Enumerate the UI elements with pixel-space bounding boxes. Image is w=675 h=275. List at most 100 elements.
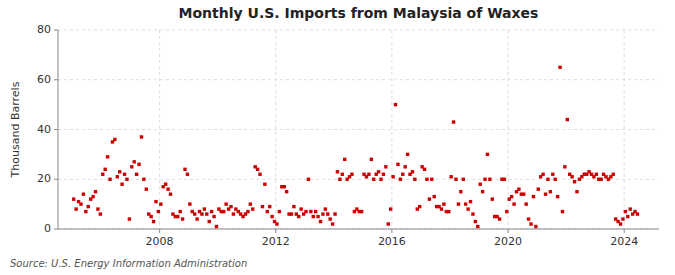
point xyxy=(316,215,319,218)
point xyxy=(120,183,123,186)
point xyxy=(522,192,525,195)
point xyxy=(186,173,189,176)
point xyxy=(229,205,232,208)
point xyxy=(181,217,184,220)
point xyxy=(367,173,370,176)
point xyxy=(532,195,535,198)
point xyxy=(336,170,339,173)
point xyxy=(137,163,140,166)
point xyxy=(166,188,169,191)
point xyxy=(249,202,252,205)
point xyxy=(546,178,549,181)
point xyxy=(454,178,457,181)
point xyxy=(343,158,346,161)
points xyxy=(72,66,639,229)
point xyxy=(406,153,409,156)
point xyxy=(566,118,569,121)
point xyxy=(549,190,552,193)
point xyxy=(333,212,336,215)
point xyxy=(79,202,82,205)
point xyxy=(99,212,102,215)
point xyxy=(96,207,99,210)
point xyxy=(130,165,133,168)
axes xyxy=(54,30,659,233)
x-tick-label: 2024 xyxy=(610,235,638,248)
point xyxy=(537,188,540,191)
point xyxy=(178,210,181,213)
point xyxy=(169,192,172,195)
point xyxy=(94,190,97,193)
point xyxy=(275,222,278,225)
point xyxy=(350,173,353,176)
point xyxy=(570,175,573,178)
point xyxy=(118,170,121,173)
point xyxy=(224,202,227,205)
point xyxy=(125,178,128,181)
point xyxy=(328,217,331,220)
point xyxy=(629,207,632,210)
point xyxy=(152,220,155,223)
point xyxy=(82,192,85,195)
point xyxy=(108,178,111,181)
point xyxy=(84,210,87,213)
point xyxy=(142,178,145,181)
point xyxy=(324,207,327,210)
point xyxy=(457,202,460,205)
point xyxy=(503,178,506,181)
x-tick-label: 2016 xyxy=(378,235,406,248)
point xyxy=(599,178,602,181)
point xyxy=(297,215,300,218)
point xyxy=(195,217,198,220)
x-tick xyxy=(624,229,625,233)
point xyxy=(251,207,254,210)
point xyxy=(464,202,467,205)
point xyxy=(208,220,211,223)
y-grid-line xyxy=(58,79,659,80)
point xyxy=(140,135,143,138)
y-axis-line xyxy=(58,30,59,229)
point xyxy=(283,185,286,188)
x-grid-line xyxy=(275,30,276,229)
point xyxy=(331,222,334,225)
x-tick xyxy=(159,229,160,233)
point xyxy=(471,212,474,215)
point xyxy=(534,225,537,228)
point xyxy=(232,212,235,215)
point xyxy=(377,170,380,173)
point xyxy=(544,192,547,195)
point xyxy=(379,178,382,181)
point xyxy=(595,173,598,176)
point xyxy=(529,222,532,225)
point xyxy=(246,210,249,213)
point xyxy=(483,178,486,181)
point xyxy=(212,215,215,218)
grid xyxy=(58,30,659,229)
point xyxy=(382,173,385,176)
point xyxy=(423,168,426,171)
point xyxy=(488,178,491,181)
point xyxy=(372,178,375,181)
point xyxy=(387,222,390,225)
point xyxy=(319,220,322,223)
point xyxy=(425,178,428,181)
point xyxy=(145,188,148,191)
x-grid-line xyxy=(624,30,625,229)
y-tick xyxy=(54,30,58,31)
point xyxy=(399,178,402,181)
x-tick xyxy=(275,229,276,233)
point xyxy=(304,210,307,213)
point xyxy=(411,170,414,173)
point xyxy=(396,163,399,166)
point xyxy=(469,200,472,203)
annotation: Source: U.S. Energy Information Administ… xyxy=(10,258,247,269)
point xyxy=(164,183,167,186)
y-axis-label: Thousand Barrels xyxy=(9,81,22,178)
point xyxy=(440,207,443,210)
point xyxy=(621,217,624,220)
point xyxy=(326,212,329,215)
point xyxy=(338,178,341,181)
point xyxy=(556,195,559,198)
point xyxy=(573,180,576,183)
point xyxy=(222,210,225,213)
point xyxy=(285,190,288,193)
